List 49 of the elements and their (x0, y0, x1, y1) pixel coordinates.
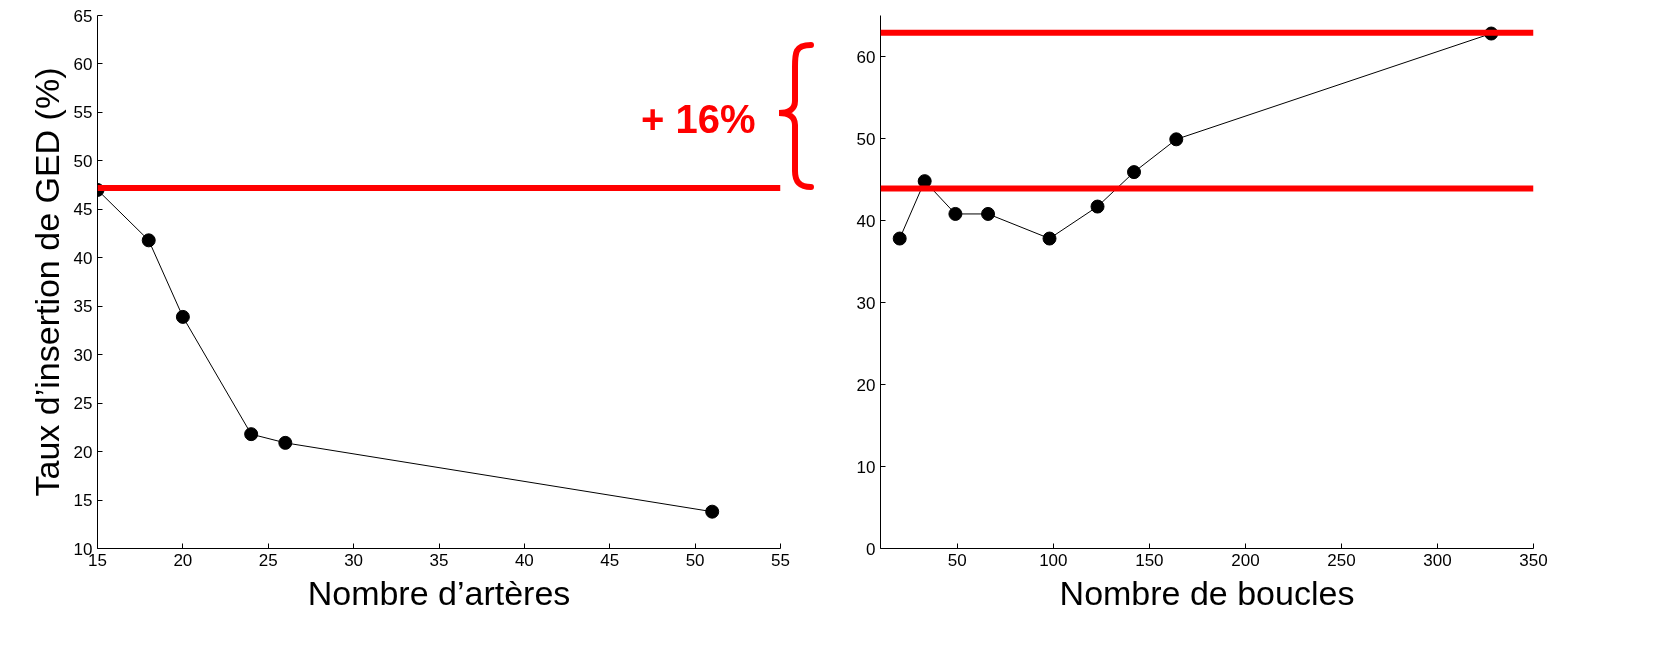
y-axis-title: Taux d’insertion de GED (%) (27, 67, 66, 497)
x-tick-label: 55 (771, 550, 790, 570)
x-tick-label: 40 (514, 550, 534, 570)
y-tick-label: 50 (73, 151, 93, 171)
y-tick-label: 40 (856, 211, 876, 231)
y-tick-label: 20 (73, 442, 93, 462)
y-tick-label: 35 (73, 297, 93, 317)
y-tick-label: 30 (73, 345, 93, 365)
y-tick-label: 15 (73, 491, 93, 511)
x-tick-label: 20 (173, 550, 193, 570)
x-tick-label: 30 (344, 550, 364, 570)
y-tick-label: 50 (856, 129, 876, 149)
x-tick-label: 300 (1423, 550, 1452, 570)
point (981, 206, 996, 221)
annotation: + 16% (640, 96, 756, 141)
x-tick-label: 50 (947, 550, 967, 570)
x-tick-label: 250 (1327, 550, 1356, 570)
x-tick-label: 25 (258, 550, 278, 570)
point (278, 435, 293, 450)
x-tick-label: 50 (685, 550, 705, 570)
y-tick-label: 60 (856, 47, 876, 67)
point (892, 231, 907, 246)
point (705, 504, 720, 519)
x-tick-label: 150 (1135, 550, 1164, 570)
x-axis-title: Nombre d’artères (307, 573, 571, 612)
x-tick-label: 200 (1231, 550, 1260, 570)
y-tick-label: 65 (73, 6, 93, 26)
y-tick-label: 45 (73, 200, 93, 220)
point (1042, 231, 1057, 246)
y-tick-label: 25 (73, 394, 93, 414)
x-tick-label: 45 (600, 550, 620, 570)
y-tick-label: 30 (856, 293, 876, 313)
y-tick-label: 10 (856, 457, 876, 477)
y-tick-label: 20 (856, 375, 876, 395)
x-tick-label: 35 (429, 550, 449, 570)
point (948, 206, 963, 221)
point (1127, 165, 1142, 180)
y-tick-label: 40 (73, 248, 93, 268)
y-tick-label: 0 (866, 539, 876, 559)
point (244, 427, 259, 442)
point (1169, 132, 1184, 147)
y-tick-label: 55 (73, 103, 93, 123)
y-tick-label: 60 (73, 54, 93, 74)
x-tick-label: 350 (1519, 550, 1548, 570)
point (1090, 199, 1105, 214)
point (141, 233, 156, 248)
point (175, 309, 190, 324)
x-tick-label: 100 (1039, 550, 1068, 570)
x-axis-title: Nombre de boucles (1059, 573, 1355, 612)
